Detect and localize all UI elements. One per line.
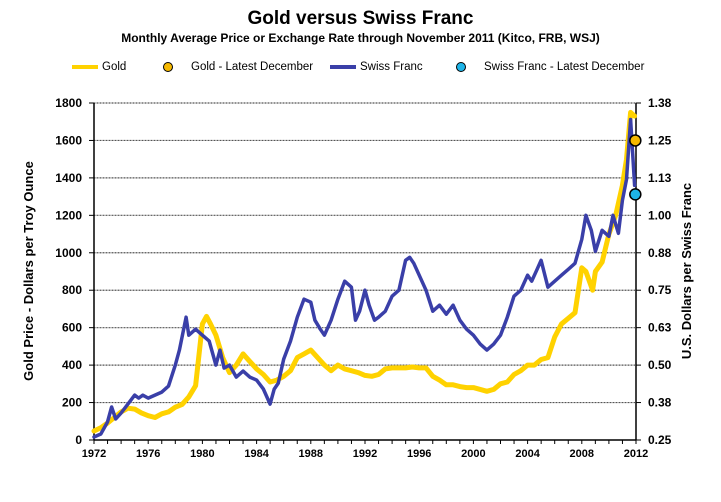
franc-dot-swatch xyxy=(456,62,466,72)
y2-tick-label: 1.00 xyxy=(648,208,672,222)
y-tick-label: 400 xyxy=(62,358,82,372)
chart-subtitle: Monthly Average Price or Exchange Rate t… xyxy=(121,31,600,45)
y2-tick-label: 0.50 xyxy=(648,358,672,372)
x-tick-label: 1992 xyxy=(353,448,377,460)
legend-item-gold: Gold xyxy=(72,61,126,73)
x-tick-label: 1972 xyxy=(82,448,106,460)
y-tick-label: 200 xyxy=(62,396,82,410)
x-tick-label: 1984 xyxy=(244,448,269,460)
tick-labels: 0 200 400 600 800 1000 1200 1400 1600 1800 0.25 0.3… xyxy=(55,96,671,460)
y-tick-label: 1400 xyxy=(55,171,82,185)
legend-label: Swiss Franc - Latest December xyxy=(484,61,645,73)
series-lines xyxy=(91,109,638,439)
x-tick-label: 2008 xyxy=(570,448,594,460)
gold-line-swatch xyxy=(72,65,98,69)
y2-tick-label: 0.25 xyxy=(648,433,672,447)
y2-axis-title: U.S. Dollars per Swiss Franc xyxy=(679,183,694,359)
chart-title: Gold versus Swiss Franc xyxy=(247,8,474,29)
x-tick-label: 2004 xyxy=(515,448,540,460)
y-tick-label: 0 xyxy=(75,433,82,447)
y-tick-label: 800 xyxy=(62,283,82,297)
y2-tick-label: 0.38 xyxy=(648,396,672,410)
x-tick-label: 1988 xyxy=(299,448,323,460)
gridlines xyxy=(94,102,636,404)
gold-latest-december-dot xyxy=(629,134,642,147)
x-tick-label: 1976 xyxy=(136,448,160,460)
x-tick-label: 2012 xyxy=(624,448,648,460)
y2-tick-label: 0.75 xyxy=(648,283,672,297)
swiss-franc-latest-december-dot xyxy=(629,188,642,201)
legend-label: Gold - Latest December xyxy=(191,61,314,73)
y-tick-label: 600 xyxy=(62,321,82,335)
y2-tick-label: 1.25 xyxy=(648,133,672,147)
franc-line-swatch xyxy=(330,65,356,69)
y2-tick-label: 0.63 xyxy=(648,321,672,335)
legend: Gold Gold - Latest December Swiss Franc … xyxy=(0,61,721,77)
x-tick-label: 1980 xyxy=(190,448,214,460)
swiss-franc-line xyxy=(92,117,637,439)
gold-dot-swatch xyxy=(163,62,173,72)
y-tick-label: 1600 xyxy=(55,133,82,147)
y2-tick-label: 1.38 xyxy=(648,96,672,110)
legend-label: Gold xyxy=(102,61,127,73)
y-axis-title: Gold Price - Dollars per Troy Ounce xyxy=(21,161,36,381)
gold-line xyxy=(91,109,638,434)
y-tick-label: 1200 xyxy=(55,208,82,222)
y2-tick-label: 1.13 xyxy=(648,171,672,185)
legend-label: Swiss Franc xyxy=(360,61,423,73)
legend-item-franc: Swiss Franc xyxy=(330,61,423,73)
legend-item-franc-latest: Swiss Franc - Latest December xyxy=(456,61,644,73)
y-tick-label: 1800 xyxy=(55,96,82,110)
y-tick-label: 1000 xyxy=(55,246,82,260)
legend-item-gold-latest: Gold - Latest December xyxy=(163,61,313,73)
y2-tick-label: 0.88 xyxy=(648,246,672,260)
x-tick-label: 1996 xyxy=(407,448,431,460)
latest-december-dots xyxy=(629,134,642,201)
x-tick-label: 2000 xyxy=(461,448,485,460)
axes xyxy=(89,102,641,444)
